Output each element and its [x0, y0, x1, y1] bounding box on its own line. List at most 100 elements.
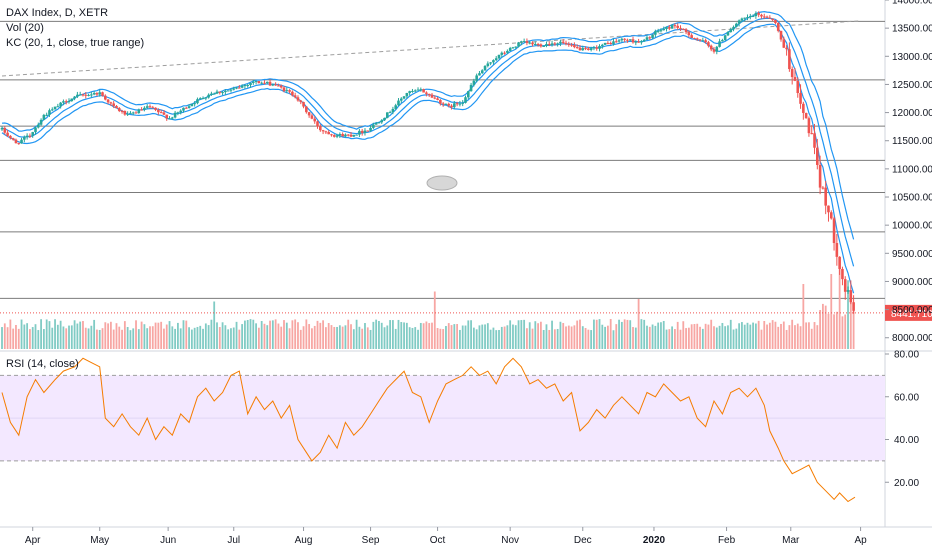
volume-bar [687, 327, 690, 349]
volume-bar [157, 322, 160, 349]
candle-body [254, 81, 258, 83]
candle-body [631, 39, 635, 43]
candle-body [405, 93, 409, 97]
volume-bar [73, 320, 76, 349]
candle-body [581, 48, 585, 51]
volume-bar [816, 325, 819, 349]
candle-body [377, 122, 381, 124]
candle-body [330, 134, 333, 136]
volume-bar [269, 320, 271, 349]
candle-body [115, 105, 118, 109]
keltner-indicator-label[interactable]: KC (20, 1, close, true range) [6, 37, 145, 49]
volume-bar [361, 328, 364, 349]
candle-body [726, 32, 730, 36]
rsi-indicator-label[interactable]: RSI (14, close) [6, 358, 79, 370]
volume-bar [760, 329, 763, 349]
volume-bar [107, 323, 110, 349]
rsi-legend: RSI (14, close) [6, 357, 79, 372]
volume-bar [489, 329, 492, 349]
candle-body [620, 38, 624, 41]
volume-bar [704, 323, 707, 349]
volume-bar [805, 322, 808, 349]
volume-bar [121, 329, 123, 349]
candle-body [249, 82, 252, 86]
volume-bar [174, 328, 177, 349]
candle-body [821, 187, 825, 189]
volume-bar [500, 326, 503, 349]
volume-bar [481, 324, 484, 349]
volume-bar [461, 325, 464, 349]
candle-body [838, 256, 841, 269]
price-tick-label: 9500.000 [892, 249, 932, 260]
volume-bar [746, 322, 749, 349]
volume-bar [632, 327, 634, 349]
time-tick-label: Sep [362, 535, 380, 546]
volume-bar [459, 329, 461, 349]
volume-bar [140, 321, 143, 349]
volume-bar [366, 327, 369, 349]
volume-indicator-label[interactable]: Vol (20) [6, 22, 44, 34]
candle-body [539, 44, 543, 47]
volume-bar [260, 321, 263, 349]
candle-body [483, 66, 487, 71]
volume-bar [98, 329, 101, 349]
volume-bar [741, 322, 743, 349]
volume-bar [713, 326, 715, 349]
candle-body [578, 47, 582, 51]
rsi-tick-label: 20.00 [894, 478, 919, 489]
volume-bar [291, 320, 294, 349]
candle-body [221, 92, 224, 94]
candle-body [196, 99, 199, 104]
volume-bar [523, 319, 526, 349]
volume-bar [411, 327, 414, 349]
volume-bar [196, 326, 199, 349]
volume-bar [54, 319, 56, 349]
candle-body [701, 40, 705, 42]
candle-body [238, 87, 241, 89]
volume-bar [701, 328, 704, 349]
volume-bar [299, 329, 302, 349]
candle-body [154, 107, 157, 110]
volume-bar [802, 284, 805, 349]
symbol-label[interactable]: DAX Index, D, XETR [6, 7, 109, 19]
volume-bar [123, 321, 126, 349]
time-scale: Apr May Jun Jul Aug Sep Oct Nov Dec 2020 Feb Mar Ap [25, 527, 867, 546]
volume-bar [754, 323, 757, 349]
volume-bar [618, 319, 620, 349]
volume-bar [305, 319, 308, 349]
volume-bar [551, 320, 553, 349]
candle-body [324, 131, 328, 133]
volume-bar [285, 322, 288, 349]
candle-body [475, 75, 478, 81]
candle-body [737, 20, 741, 24]
candle-body [157, 109, 160, 113]
candle-body [656, 31, 660, 33]
candle-body [659, 30, 663, 32]
candle-body [363, 130, 367, 133]
volume-bar [271, 320, 274, 349]
candle-body [841, 268, 844, 280]
volume-bar [721, 322, 724, 349]
volume-bar [87, 328, 90, 349]
volume-bar [316, 320, 319, 349]
volume-bar [48, 321, 51, 349]
candle-body [78, 94, 82, 96]
candle-body [595, 47, 599, 49]
candle-body [260, 82, 263, 84]
candle-body [757, 13, 760, 15]
volume-bar [433, 291, 436, 349]
volume-bar [830, 274, 833, 349]
candle-body [506, 50, 509, 53]
candle-body [754, 13, 758, 17]
volume-bar [129, 330, 132, 349]
candle-body [776, 22, 780, 31]
candle-body [654, 31, 657, 35]
volume-bar [257, 327, 260, 349]
candle-body [500, 52, 504, 55]
volume-bar [810, 328, 813, 349]
candle-body [662, 28, 666, 31]
volume-bar [445, 326, 447, 349]
volume-bar [646, 325, 648, 349]
ellipse-drawing [426, 175, 458, 191]
